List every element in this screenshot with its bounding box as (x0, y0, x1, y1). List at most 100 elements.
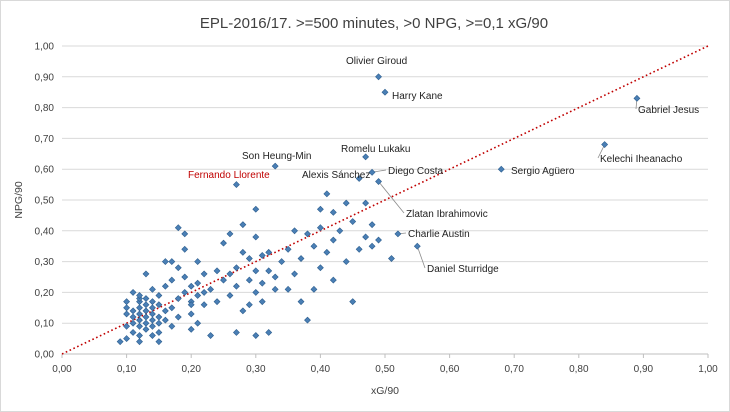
data-point (155, 292, 163, 299)
data-point (304, 230, 311, 238)
data-point (355, 245, 363, 253)
labeled-data-point (232, 181, 240, 189)
data-point (316, 264, 324, 272)
data-point (226, 292, 234, 299)
labeled-data-point (362, 153, 370, 161)
data-point (284, 285, 292, 293)
data-point (232, 329, 240, 336)
y-tick-label: 0,70 (35, 134, 55, 145)
data-point (142, 301, 150, 309)
data-point (149, 285, 156, 293)
data-point (252, 288, 260, 296)
data-point (271, 273, 279, 281)
data-point (168, 258, 176, 266)
data-point (265, 248, 273, 256)
labeled-data-point (271, 162, 279, 170)
data-point (194, 319, 202, 327)
data-point (310, 242, 318, 250)
point-label: Olivier Giroud (346, 56, 407, 67)
data-point (161, 316, 169, 324)
data-point (149, 332, 156, 339)
y-axis-title: NPG/90 (13, 181, 25, 219)
data-point (187, 282, 195, 290)
x-tick-label: 0,70 (504, 364, 524, 375)
data-point (226, 230, 234, 238)
data-point (149, 304, 156, 312)
data-point (329, 276, 337, 284)
data-point (245, 301, 253, 309)
labeled-data-point (381, 88, 389, 96)
data-point (194, 292, 202, 299)
data-point (142, 295, 150, 302)
labeled-data-point (375, 73, 382, 81)
y-tick-label: 0,20 (35, 288, 55, 299)
data-point (161, 282, 169, 290)
data-point (213, 267, 221, 275)
data-point (375, 236, 382, 244)
data-point (239, 221, 247, 229)
data-point (174, 264, 182, 272)
reference-line-layer (61, 45, 709, 355)
y-tick-label: 0,10 (35, 319, 55, 330)
data-point (323, 190, 331, 198)
data-point (239, 248, 247, 256)
data-point (136, 292, 143, 299)
data-point (316, 224, 324, 232)
y-tick-label: 0,30 (35, 257, 55, 268)
data-point (136, 316, 143, 324)
data-point (194, 279, 202, 287)
x-tick-label: 0,40 (311, 364, 331, 375)
data-point (342, 258, 350, 266)
data-point (297, 255, 305, 262)
data-point (323, 248, 331, 256)
data-point (220, 239, 227, 247)
data-point (116, 338, 124, 346)
x-tick-label: 0,80 (569, 364, 589, 375)
y-tick-label: 0,80 (35, 103, 55, 114)
data-point (258, 279, 266, 287)
data-point (245, 255, 253, 262)
data-point (297, 298, 305, 306)
axes: 0,00 0,10 0,20 0,30 0,40 0,50 0,60 0,70 0,80 0,90… (35, 42, 719, 376)
point-label: Harry Kane (392, 91, 443, 102)
leader-line (416, 246, 426, 269)
point-label: Diego Costa (388, 166, 443, 177)
data-point (200, 288, 208, 296)
x-tick-label: 0,50 (375, 364, 395, 375)
point-label: Fernando Llorente (188, 170, 270, 181)
point-label: Son Heung-Min (242, 151, 311, 162)
data-point (200, 270, 208, 278)
data-point (168, 304, 176, 312)
x-tick-label: 0,90 (634, 364, 654, 375)
data-point (129, 329, 137, 336)
data-point (316, 205, 324, 213)
data-point (213, 298, 221, 306)
data-point (136, 332, 143, 339)
labeled-data-point (633, 94, 641, 102)
data-point (149, 310, 156, 318)
data-point (252, 233, 260, 241)
data-point (142, 270, 150, 278)
data-point (149, 322, 156, 330)
point-label: Alexis Sánchez (302, 170, 370, 181)
data-point (291, 227, 298, 235)
data-point (123, 298, 131, 306)
data-point (200, 301, 208, 309)
data-point (329, 208, 337, 216)
y-tick-label: 0,50 (35, 196, 55, 207)
data-point (181, 230, 189, 238)
x-tick-label: 0,60 (440, 364, 460, 375)
data-point (220, 276, 227, 284)
data-point (252, 267, 260, 275)
data-point (123, 304, 131, 312)
point-label: Daniel Sturridge (427, 264, 499, 275)
labeled-data-point (497, 165, 505, 173)
data-point (271, 285, 279, 293)
labeled-data-point (355, 175, 363, 182)
data-point (239, 307, 247, 315)
data-point (142, 325, 150, 333)
data-point (168, 322, 176, 330)
x-tick-label: 1,00 (698, 364, 718, 375)
data-point (278, 258, 286, 266)
y-tick-label: 1,00 (35, 42, 55, 53)
